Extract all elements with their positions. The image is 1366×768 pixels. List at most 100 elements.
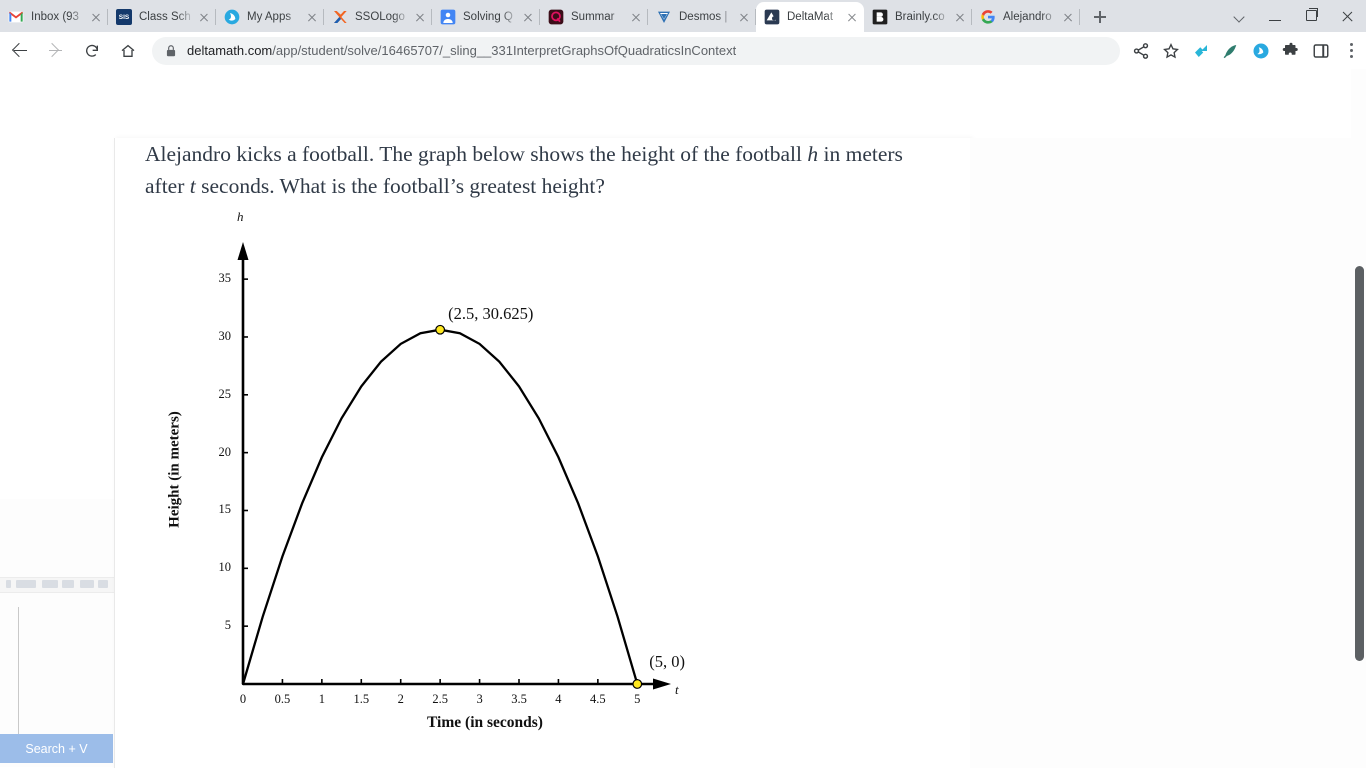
- y-tick-label: 35: [218, 271, 232, 286]
- restore-button[interactable]: [1294, 0, 1330, 32]
- browser-tab-8[interactable]: Brainly.co: [864, 2, 972, 32]
- page-right-margin: [970, 138, 1366, 768]
- problem-text-part-2: in: [818, 142, 841, 166]
- home-icon[interactable]: [112, 35, 144, 67]
- tab-separator: [323, 9, 324, 25]
- tab-close-icon[interactable]: [952, 9, 968, 25]
- problem-text-part-3: meters after: [145, 142, 903, 198]
- plotted-points: [435, 324, 643, 689]
- window-controls: [1222, 0, 1366, 32]
- page-viewport: Search + V Alejandro kicks a football. T…: [0, 69, 1366, 768]
- y-axis-ticks: [243, 278, 248, 627]
- chrome-menu-icon[interactable]: [1336, 36, 1366, 66]
- browser-tab-1[interactable]: SIS Class Sch: [108, 2, 216, 32]
- x-tick-label: 3: [476, 692, 483, 706]
- browser-tab-title: Brainly.co: [895, 11, 945, 23]
- extension-teal-icon[interactable]: [1186, 36, 1216, 66]
- tab-close-icon[interactable]: [196, 9, 212, 25]
- browser-tab-0[interactable]: Inbox (93: [0, 2, 108, 32]
- tab-separator: [1079, 9, 1080, 25]
- y-axis-title: Height (in meters): [166, 411, 183, 528]
- url-path: /app/student/solve/16465707/_sling__331I…: [272, 43, 737, 58]
- browser-tab-5[interactable]: Summar: [540, 2, 648, 32]
- deltamath-problem-card: Alejandro kicks a football. The graph be…: [114, 138, 971, 768]
- puzzle-extensions-icon[interactable]: [1276, 36, 1306, 66]
- x-tick-label: 3.5: [511, 692, 527, 706]
- site-secure-lock-icon: [166, 44, 176, 56]
- browser-tab-title: Class Sch: [139, 11, 191, 23]
- y-tick-label: 20: [218, 444, 232, 459]
- toolbar-actions: [1126, 36, 1366, 66]
- y-tick-label: 5: [224, 618, 231, 633]
- browser-tab-3[interactable]: SSOLogo: [324, 2, 432, 32]
- extension-ink-icon[interactable]: [1216, 36, 1246, 66]
- share-icon[interactable]: [1126, 36, 1156, 66]
- sis-icon: SIS: [116, 9, 132, 25]
- tab-separator: [539, 9, 540, 25]
- background-window-fragment: Search + V: [0, 499, 133, 767]
- side-panel-icon[interactable]: [1306, 36, 1336, 66]
- y-tick-label: 10: [218, 560, 232, 575]
- url-host: deltamath.com: [187, 43, 273, 58]
- browser-tab-9[interactable]: Alejandro: [972, 2, 1080, 32]
- browser-tab-title: My Apps: [247, 11, 292, 23]
- ssologo-icon: [332, 9, 348, 25]
- close-window-button[interactable]: [1330, 0, 1366, 32]
- forward-arrow-icon[interactable]: [40, 35, 72, 67]
- desmos-icon: [656, 9, 672, 25]
- problem-statement: Alejandro kicks a football. The graph be…: [145, 138, 915, 202]
- tab-search-button[interactable]: [1222, 0, 1258, 32]
- parabola-curve: [241, 328, 639, 686]
- browser-tab-title: Solving Q: [463, 11, 513, 23]
- back-arrow-icon[interactable]: [4, 35, 36, 67]
- x-tick-label: 0.5: [274, 692, 291, 706]
- tab-close-icon[interactable]: [1060, 9, 1076, 25]
- gmail-icon: [8, 9, 24, 25]
- x-tick-label: 1: [318, 692, 325, 706]
- root-point-label: (5, 0): [649, 652, 686, 671]
- tab-close-icon[interactable]: [412, 9, 428, 25]
- browser-tab-title: Desmos |: [679, 11, 728, 23]
- minimize-button[interactable]: [1258, 0, 1294, 32]
- x-axis-arrowhead: [653, 678, 671, 690]
- y-axis-arrowhead: [237, 242, 249, 260]
- new-tab-button[interactable]: [1086, 3, 1114, 31]
- x-axis-title: Time (in seconds): [427, 714, 543, 731]
- x-tick-label: 0: [239, 692, 247, 706]
- contact-icon: [440, 9, 456, 25]
- reload-icon[interactable]: [76, 35, 108, 67]
- browser-tab-2[interactable]: My Apps: [216, 2, 324, 32]
- tab-close-icon[interactable]: [628, 9, 644, 25]
- tab-separator: [215, 9, 216, 25]
- tab-strip: Inbox (93 SIS Class Sch My Apps SSOLogo Solvi…: [0, 0, 1366, 32]
- tab-close-icon[interactable]: [844, 9, 860, 25]
- browser-tab-7[interactable]: DeltaMat: [756, 2, 864, 32]
- x-tick-label: 2.5: [432, 692, 448, 706]
- tab-separator: [431, 9, 432, 25]
- browser-tab-6[interactable]: Desmos |: [648, 2, 756, 32]
- y-axis-variable-label: h: [237, 209, 244, 224]
- tab-separator: [971, 9, 972, 25]
- address-bar[interactable]: deltamath.com/app/student/solve/16465707…: [152, 36, 1120, 65]
- extension-blue-icon[interactable]: [1246, 36, 1276, 66]
- tab-close-icon[interactable]: [736, 9, 752, 25]
- bookmark-star-icon[interactable]: [1156, 36, 1186, 66]
- tab-separator: [755, 9, 756, 25]
- address-bar-url: deltamath.com/app/student/solve/16465707…: [187, 43, 736, 58]
- x-tick-label: 5: [634, 692, 641, 706]
- page-scrollbar-track[interactable]: [1351, 69, 1366, 768]
- tab-close-icon[interactable]: [520, 9, 536, 25]
- browser-tab-4[interactable]: Solving Q: [432, 2, 540, 32]
- browser-tab-title: Summar: [571, 11, 615, 23]
- problem-text-part-4: seconds. What is the football’s greatest…: [195, 174, 605, 198]
- deltamath-icon: [764, 9, 780, 25]
- quadratic-graph: 0 0.5 1 1.5 2 2.5 3 3.5 4 4.5 5 5 10 15 20 25 30 35 h t …: [145, 209, 935, 736]
- tab-separator: [647, 9, 648, 25]
- tab-close-icon[interactable]: [88, 9, 104, 25]
- x-axis-variable-label: t: [675, 682, 679, 697]
- tab-close-icon[interactable]: [304, 9, 320, 25]
- x-tick-label: 2: [397, 692, 404, 706]
- page-scrollbar-thumb[interactable]: [1355, 266, 1364, 661]
- variable-t: t: [189, 174, 196, 198]
